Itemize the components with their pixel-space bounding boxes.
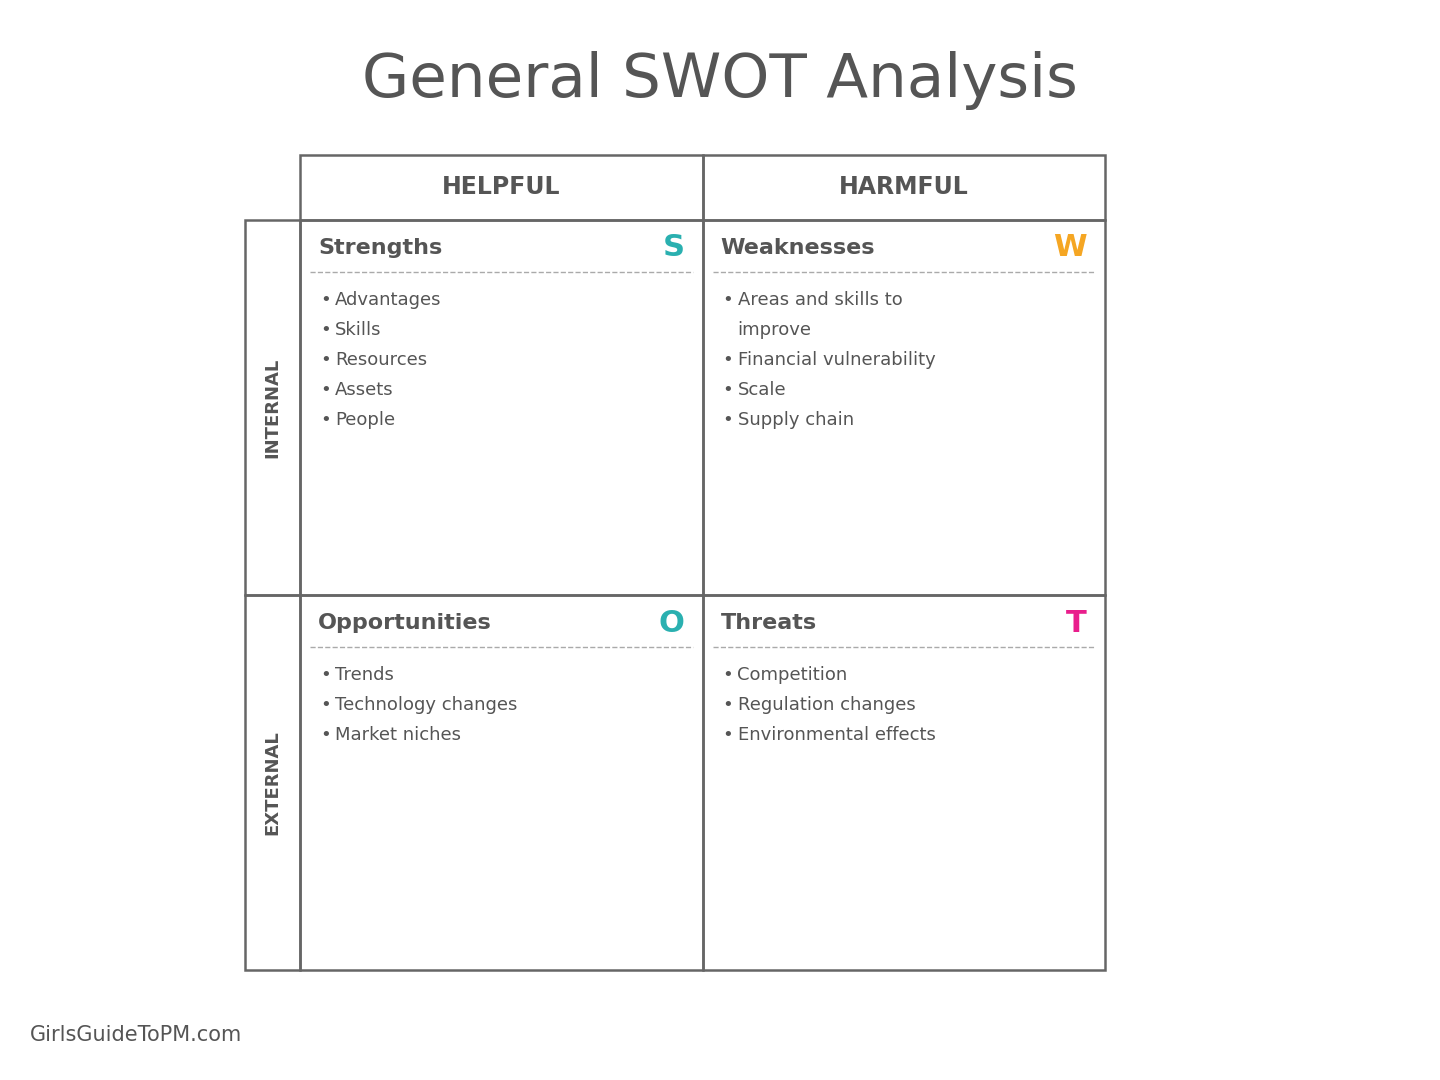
Text: •: •	[320, 381, 331, 399]
Bar	[703, 156, 1104, 220]
Text: •: •	[320, 291, 331, 309]
Text: •: •	[723, 666, 733, 684]
Text: •: •	[723, 291, 733, 309]
Text: GirlsGuideToPM.com: GirlsGuideToPM.com	[30, 1025, 242, 1045]
Text: Market niches: Market niches	[336, 726, 461, 744]
Bar	[245, 220, 300, 595]
Text: Financial vulnerability: Financial vulnerability	[737, 351, 935, 369]
Text: improve: improve	[737, 321, 812, 339]
Text: HELPFUL: HELPFUL	[442, 175, 560, 200]
Text: General SWOT Analysis: General SWOT Analysis	[361, 51, 1079, 109]
Text: W: W	[1054, 233, 1087, 262]
Text: •: •	[320, 696, 331, 714]
Text: Skills: Skills	[336, 321, 382, 339]
Text: Trends: Trends	[336, 666, 395, 684]
Text: •: •	[723, 411, 733, 429]
Text: Regulation changes: Regulation changes	[737, 696, 916, 714]
Text: •: •	[723, 726, 733, 744]
Text: Advantages: Advantages	[336, 291, 442, 309]
Text: Resources: Resources	[336, 351, 428, 369]
Text: Opportunities: Opportunities	[318, 613, 491, 633]
Bar	[300, 220, 703, 595]
Text: People: People	[336, 411, 395, 429]
Text: HARMFUL: HARMFUL	[840, 175, 969, 200]
Text: Environmental effects: Environmental effects	[737, 726, 936, 744]
Text: Areas and skills to: Areas and skills to	[737, 291, 903, 309]
Text: •: •	[320, 666, 331, 684]
Bar	[245, 595, 300, 970]
Text: Weaknesses: Weaknesses	[720, 238, 876, 258]
Text: S: S	[662, 233, 684, 262]
Text: •: •	[320, 321, 331, 339]
Text: •: •	[723, 381, 733, 399]
Text: Threats: Threats	[720, 613, 816, 633]
Text: INTERNAL: INTERNAL	[264, 357, 281, 458]
Text: •: •	[320, 411, 331, 429]
Text: •: •	[320, 351, 331, 369]
Text: Assets: Assets	[336, 381, 393, 399]
Text: Scale: Scale	[737, 381, 786, 399]
Text: Technology changes: Technology changes	[336, 696, 517, 714]
Bar	[703, 220, 1104, 595]
Text: EXTERNAL: EXTERNAL	[264, 730, 281, 835]
Bar	[300, 595, 703, 970]
Text: Strengths: Strengths	[318, 238, 442, 258]
Text: Supply chain: Supply chain	[737, 411, 854, 429]
Text: Competition: Competition	[737, 666, 848, 684]
Text: •: •	[320, 726, 331, 744]
Text: •: •	[723, 351, 733, 369]
Bar	[300, 156, 703, 220]
Text: T: T	[1066, 608, 1087, 637]
Text: O: O	[658, 608, 684, 637]
Bar	[703, 595, 1104, 970]
Text: •: •	[723, 696, 733, 714]
